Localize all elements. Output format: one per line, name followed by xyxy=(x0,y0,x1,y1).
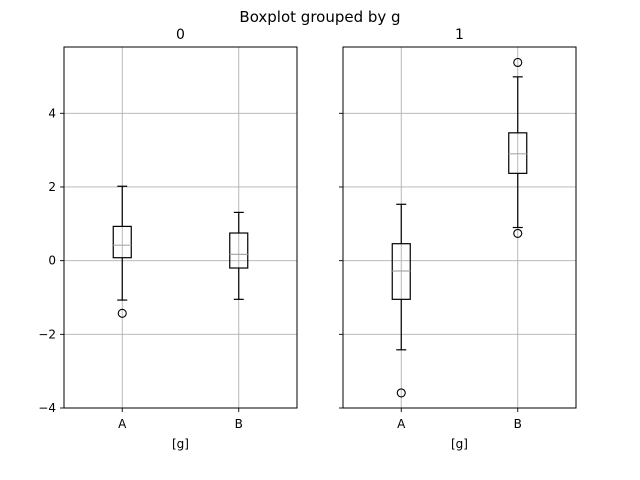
flier-point xyxy=(513,57,523,68)
flier-point xyxy=(117,308,127,318)
figure-title: Boxplot grouped by g xyxy=(239,8,400,26)
box-B xyxy=(229,211,249,300)
x-tick-label: B xyxy=(514,417,522,431)
y-tick-label: −4 xyxy=(38,401,56,415)
panel-title: 1 xyxy=(455,27,464,43)
panel-0: −4 −2 0 2 4 A B 0 [g] xyxy=(38,27,298,451)
y-tick-label: 0 xyxy=(48,254,56,268)
axes-frame xyxy=(342,46,577,409)
box-iqr xyxy=(112,225,132,259)
box-B xyxy=(508,57,528,238)
box-iqr xyxy=(508,132,528,174)
panel-title: 0 xyxy=(176,27,185,43)
x-tick-label: A xyxy=(397,417,406,431)
x-axis-label: [g] xyxy=(451,437,468,451)
box-iqr xyxy=(229,232,249,269)
flier-point xyxy=(513,228,523,238)
box-A xyxy=(112,185,132,318)
panels: −4 −2 0 2 4 A B 0 [g] A B 1 [g] xyxy=(38,27,577,451)
axes-frame xyxy=(63,46,298,409)
flier-point xyxy=(396,388,406,398)
x-tick-label: A xyxy=(118,417,127,431)
panel-1: A B 1 [g] xyxy=(339,27,577,451)
x-axis-label: [g] xyxy=(172,437,189,451)
y-tick-label: −2 xyxy=(38,327,56,341)
box-A xyxy=(391,203,411,398)
y-tick-label: 4 xyxy=(48,106,56,120)
y-tick-label: 2 xyxy=(48,180,56,194)
x-tick-label: B xyxy=(235,417,243,431)
